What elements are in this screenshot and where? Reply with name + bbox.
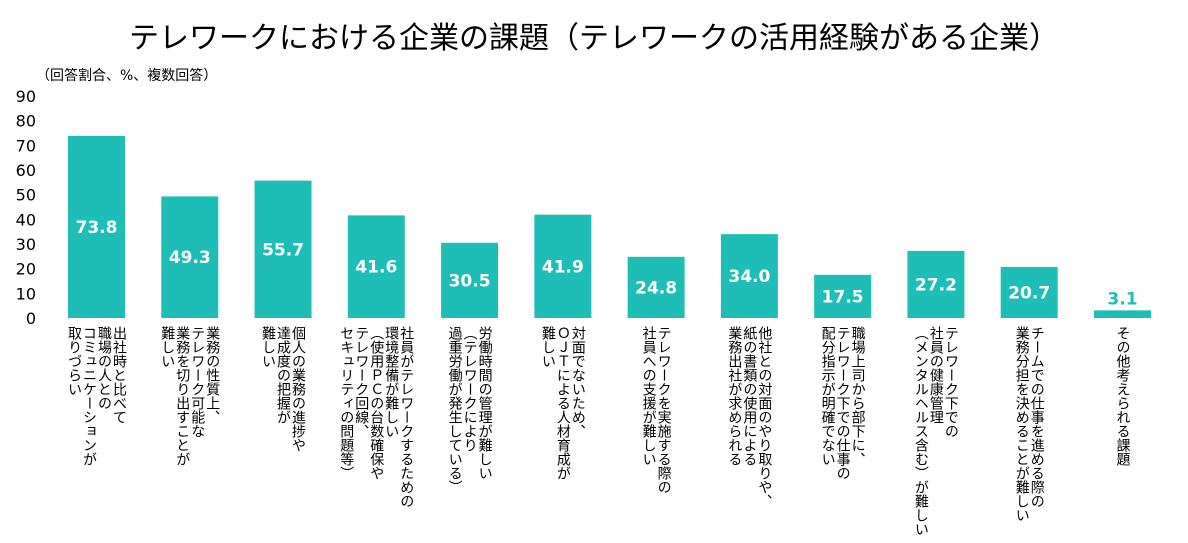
category-label-line: その他考えられる課題 [1114, 326, 1130, 467]
category-label-line: 業務出社が求められる [726, 326, 742, 466]
category-label-line: チームでの仕事を進める際の [1029, 326, 1045, 508]
bar-value-label: 55.7 [262, 240, 304, 260]
y-tick-label: 20 [16, 260, 36, 279]
bar-value-label: 30.5 [449, 271, 491, 291]
category-label-line: 環境整備が難しい [383, 326, 399, 438]
category-label: その他考えられる課題 [1114, 326, 1130, 467]
y-tick-label: 90 [16, 87, 36, 106]
y-axis: 0 10 20 30 40 50 60 70 80 90 [16, 87, 36, 328]
category-label-line: 業務分担を決めることが難しい [1014, 326, 1030, 522]
bar [534, 214, 592, 318]
bar [1093, 310, 1151, 318]
y-tick-label: 60 [16, 161, 36, 180]
y-tick-label: 70 [16, 136, 36, 155]
category-label-line: 過重労働が発生している） [447, 326, 463, 494]
bar-value-label: 34.0 [728, 267, 770, 287]
category-label-line: テレワーク回線、 [353, 326, 369, 438]
bar [68, 135, 125, 318]
y-tick-label: 10 [16, 284, 36, 303]
bar [627, 256, 685, 318]
bar-value-label: 17.5 [822, 287, 864, 307]
chart-subtitle: （回答割合、%、複数回答） [36, 67, 217, 84]
bar [254, 180, 312, 318]
bar-value-label: 41.6 [355, 258, 397, 278]
category-label-line: 職場上司から部下に、 [850, 326, 866, 466]
bar [907, 250, 965, 318]
bar-value-label: 73.8 [76, 218, 118, 238]
category-label-line: テレワークを実施する際の [656, 326, 672, 494]
category-label-line: 難しい [159, 326, 175, 368]
bars: 73.8 49.3 55.7 41.6 30.5 41.9 24.8 34.0 17.5 27.2… [68, 135, 1151, 318]
bar [347, 215, 405, 318]
category-label-line: 職場の人との [96, 326, 112, 410]
category-label-line: テレワーク下での [943, 326, 959, 438]
category-label-line: 紙の書類の使用による [741, 326, 757, 466]
category-label-line: 出社時と比べて [111, 326, 127, 424]
category-label-line: ＯＪＴによる人材育成が [555, 326, 571, 480]
category-label-line: テレワーク可能な [189, 326, 205, 438]
category-label-line: 個人の業務の進捗や [290, 326, 306, 452]
category-label-line: （メンタルヘルス含む）が難しい [913, 326, 929, 536]
y-tick-label: 80 [16, 112, 36, 131]
bar-value-label: 24.8 [635, 278, 677, 298]
category-label-line: 社員の健康管理 [928, 326, 944, 424]
y-tick-label: 50 [16, 186, 36, 205]
bar-value-label: 27.2 [915, 275, 957, 295]
category-label: 社員がテレワークするための環境整備が難しい（使用ＰＣの台数確保やテレワーク回線、… [338, 326, 414, 508]
category-label-line: 難しい [260, 326, 276, 368]
bar [1000, 266, 1058, 318]
bar-value-label: 3.1 [1107, 289, 1137, 309]
bar [441, 242, 499, 318]
category-label-line: 社員がテレワークするための [398, 326, 414, 508]
category-label-line: （使用ＰＣの台数確保や [368, 326, 384, 480]
bar [814, 274, 872, 318]
category-label-line: 業務を切り出すことが [174, 326, 190, 466]
bar-value-label: 49.3 [169, 248, 211, 268]
category-label-line: 労働時間の管理が難しい [477, 326, 493, 480]
category-label-line: （テレワークにより [462, 326, 478, 452]
category-label-line: 社員への支援が難しい [641, 326, 657, 466]
category-label-line: セキュリティの問題等） [338, 326, 354, 480]
bar-value-label: 20.7 [1008, 283, 1050, 303]
bar [161, 196, 219, 318]
category-label-line: 難しい [540, 326, 556, 368]
y-tick-label: 0 [26, 309, 36, 328]
category-label-line: 対面でないため、 [570, 326, 586, 438]
category-label-line: 業務の性質上、 [204, 326, 220, 424]
y-tick-label: 30 [16, 235, 36, 254]
category-label-line: コミュニケーションが [81, 326, 97, 466]
category-label-line: 配分指示が明確でない [820, 326, 836, 466]
category-label-line: テレワーク下での仕事の [835, 326, 851, 480]
bar-value-label: 41.9 [542, 257, 584, 277]
category-label-line: 達成度の把握が [275, 326, 291, 424]
category-label-line: 取りづらい [66, 326, 82, 396]
category-label-line: 他社との対面のやり取りや、 [756, 326, 772, 508]
bar [720, 234, 778, 318]
chart-title: テレワークにおける企業の課題（テレワークの活用経験がある企業） [129, 21, 1059, 56]
y-tick-label: 40 [16, 210, 36, 229]
